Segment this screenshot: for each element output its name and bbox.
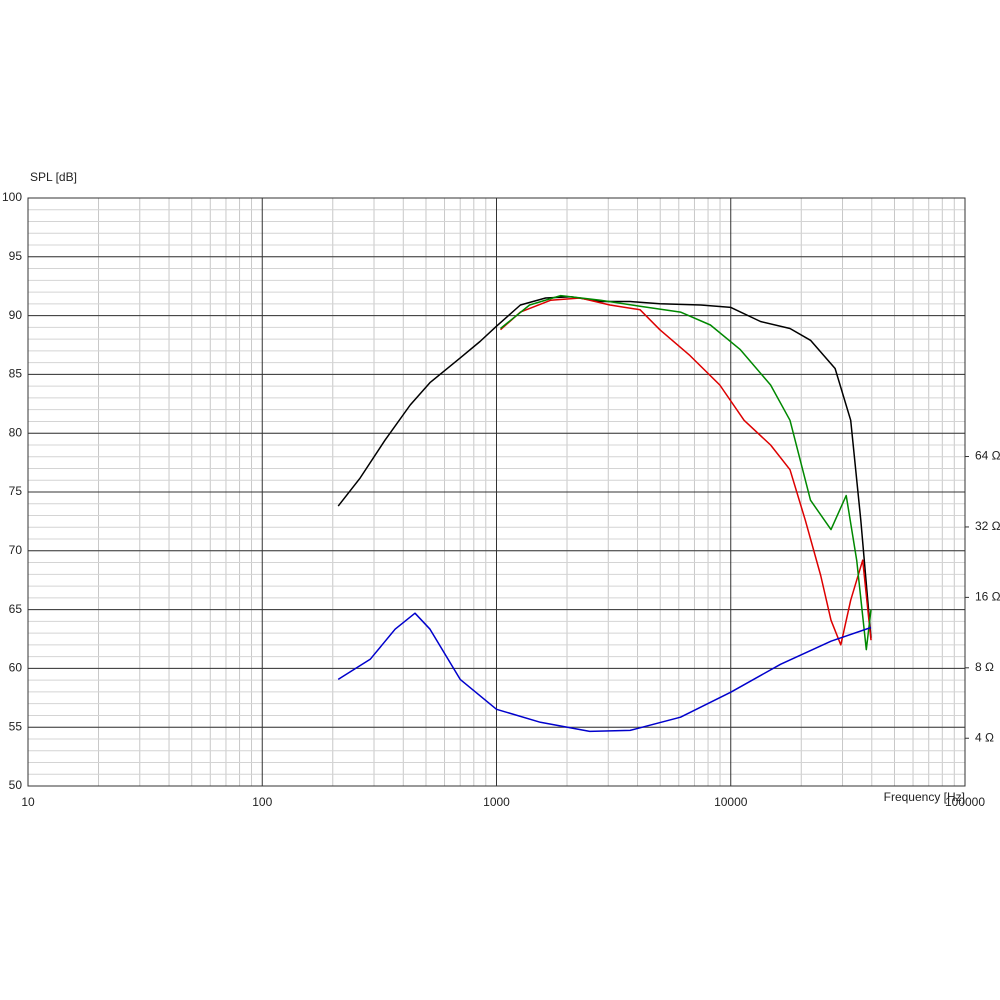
- y-tick-label: 90: [9, 308, 23, 322]
- x-tick-label: 100: [252, 795, 272, 809]
- series-line: [500, 294, 872, 651]
- y-tick-label: 55: [9, 719, 23, 733]
- y-tick-label: 95: [9, 249, 23, 263]
- y-tick-label: 85: [9, 367, 23, 381]
- y-tick-label: 80: [9, 425, 23, 439]
- y-tick-label: 75: [9, 484, 23, 498]
- x-tick-label: 100000: [945, 795, 985, 809]
- x-tick-label: 10000: [714, 795, 748, 809]
- y-axis-label: SPL [dB]: [30, 170, 77, 184]
- y-tick-label: 100: [2, 190, 22, 204]
- x-axis-label: Frequency [Hz]: [884, 790, 965, 804]
- x-tick-label: 1000: [483, 795, 510, 809]
- series-line: [337, 612, 872, 733]
- y2-tick-label: 4 Ω: [975, 730, 994, 744]
- y-tick-label: 65: [9, 602, 23, 616]
- y2-tick-label: 8 Ω: [975, 660, 994, 674]
- series-line: [337, 296, 872, 638]
- y2-tick-label: 16 Ω: [975, 590, 1000, 604]
- plot-frame: [27, 197, 966, 787]
- y2-tick-label: 64 Ω: [975, 449, 1000, 463]
- y-tick-label: 50: [9, 778, 23, 792]
- x-tick-label: 10: [21, 795, 35, 809]
- y-tick-label: 60: [9, 661, 23, 675]
- y2-tick-label: 32 Ω: [975, 519, 1000, 533]
- y-tick-label: 70: [9, 543, 23, 557]
